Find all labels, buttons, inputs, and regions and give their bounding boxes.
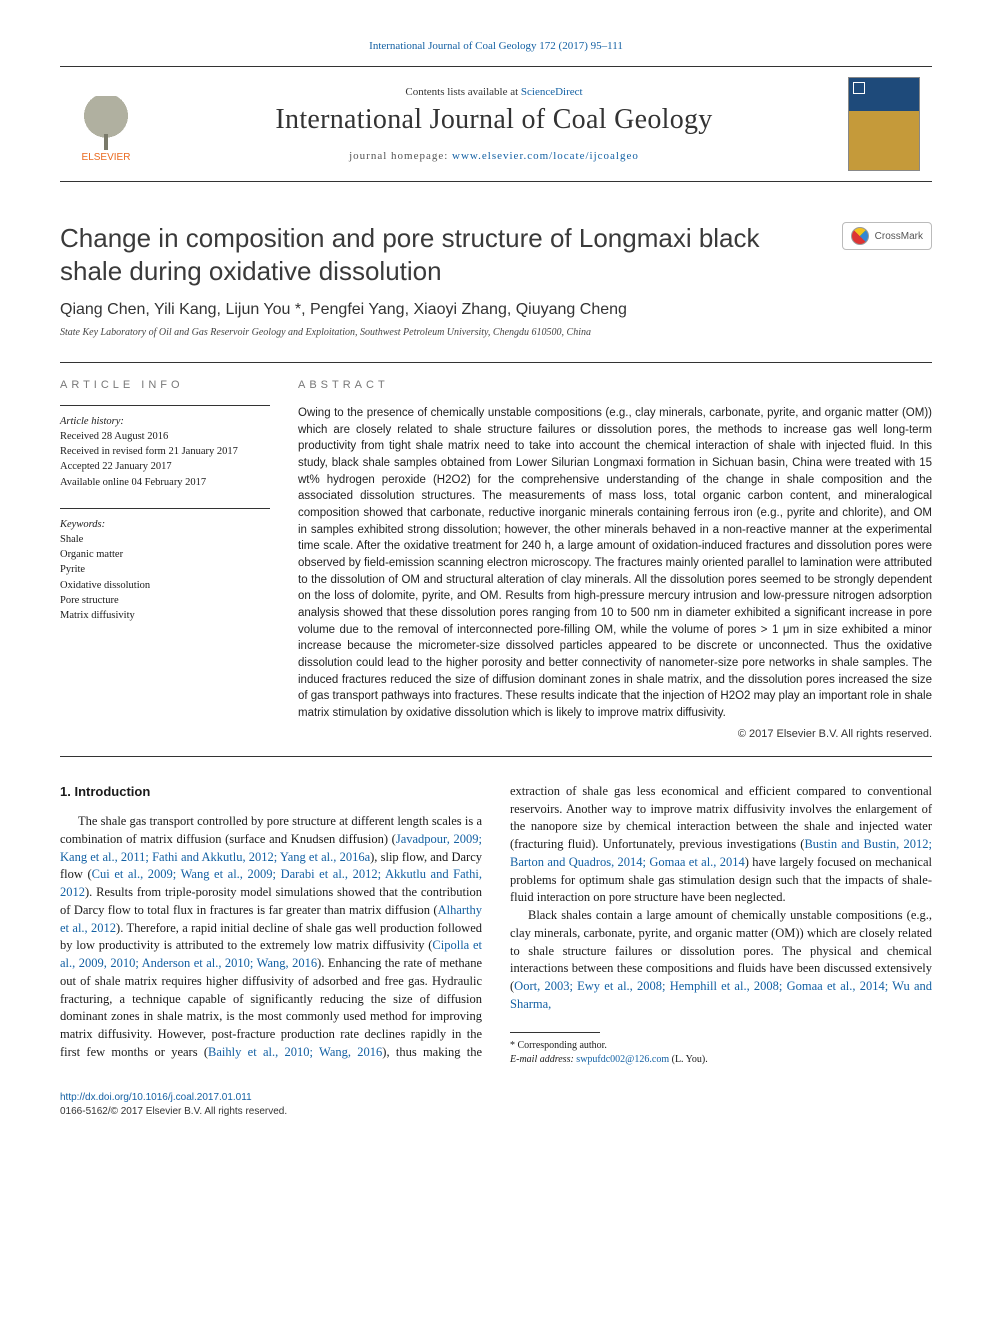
authors-text: Qiang Chen, Yili Kang, Lijun You *, Peng…	[60, 301, 627, 318]
keyword: Oxidative dissolution	[60, 578, 270, 593]
abstract-column: ABSTRACT Owing to the presence of chemic…	[298, 362, 932, 756]
history-line: Received 28 August 2016	[60, 429, 270, 444]
history-line: Received in revised form 21 January 2017	[60, 444, 270, 459]
article-info-heading: ARTICLE INFO	[60, 379, 270, 391]
journal-homepage: journal homepage: www.elsevier.com/locat…	[150, 150, 838, 162]
body-text: ). Therefore, a rapid initial decline of…	[60, 921, 482, 953]
issn-copyright: 0166-5162/© 2017 Elsevier B.V. All right…	[60, 1105, 932, 1119]
sciencedirect-link[interactable]: ScienceDirect	[521, 86, 583, 98]
journal-masthead: ELSEVIER Contents lists available at Sci…	[60, 66, 932, 182]
journal-title: International Journal of Coal Geology	[150, 104, 838, 136]
journal-homepage-link[interactable]: www.elsevier.com/locate/ijcoalgeo	[452, 150, 639, 162]
citation-link[interactable]: Baihly et al., 2010; Wang, 2016	[208, 1045, 382, 1059]
keyword: Shale	[60, 532, 270, 547]
article-info-column: ARTICLE INFO Article history: Received 2…	[60, 362, 270, 756]
crossmark-badge[interactable]: CrossMark	[842, 222, 932, 250]
article-title: Change in composition and pore structure…	[60, 222, 822, 287]
homepage-prefix: journal homepage:	[349, 150, 452, 162]
crossmark-label: CrossMark	[875, 231, 923, 242]
affiliation: State Key Laboratory of Oil and Gas Rese…	[60, 327, 932, 338]
doi-link[interactable]: http://dx.doi.org/10.1016/j.coal.2017.01…	[60, 1092, 252, 1103]
footnote-separator	[510, 1032, 600, 1033]
contents-line: Contents lists available at ScienceDirec…	[150, 86, 838, 98]
publisher-label: ELSEVIER	[82, 152, 131, 163]
email-label: E-mail address:	[510, 1054, 574, 1065]
keyword: Pyrite	[60, 562, 270, 577]
keywords-label: Keywords:	[60, 519, 270, 530]
author-list: Qiang Chen, Yili Kang, Lijun You *, Peng…	[60, 301, 932, 319]
abstract-text: Owing to the presence of chemically unst…	[298, 405, 932, 722]
masthead-center: Contents lists available at ScienceDirec…	[140, 86, 848, 162]
history-label: Article history:	[60, 416, 270, 427]
keyword: Organic matter	[60, 547, 270, 562]
corresponding-email-link[interactable]: swpufdc002@126.com	[576, 1054, 669, 1065]
page-footer: http://dx.doi.org/10.1016/j.coal.2017.01…	[60, 1091, 932, 1119]
history-line: Available online 04 February 2017	[60, 475, 270, 490]
abstract-heading: ABSTRACT	[298, 379, 932, 391]
history-line: Accepted 22 January 2017	[60, 459, 270, 474]
body-text: ). Results from triple-porosity model si…	[60, 885, 482, 917]
citation-link[interactable]: Oort, 2003; Ewy et al., 2008; Hemphill e…	[510, 979, 932, 1011]
journal-cover-thumbnail	[848, 77, 920, 171]
body-paragraph: Black shales contain a large amount of c…	[510, 907, 932, 1014]
abstract-copyright: © 2017 Elsevier B.V. All rights reserved…	[298, 728, 932, 740]
keyword: Matrix diffusivity	[60, 608, 270, 623]
article-history-block: Article history: Received 28 August 2016…	[60, 416, 270, 490]
keywords-block: Keywords: Shale Organic matter Pyrite Ox…	[60, 519, 270, 623]
elsevier-tree-icon	[79, 96, 133, 152]
crossmark-icon	[851, 227, 869, 245]
contents-prefix: Contents lists available at	[405, 86, 520, 98]
keyword: Pore structure	[60, 593, 270, 608]
corresponding-author-footnote: * Corresponding author. E-mail address: …	[510, 1039, 932, 1067]
article-body: 1. Introduction The shale gas transport …	[60, 783, 932, 1067]
journal-reference[interactable]: International Journal of Coal Geology 17…	[60, 40, 932, 52]
elsevier-logo: ELSEVIER	[72, 85, 140, 163]
corresponding-label: * Corresponding author.	[510, 1039, 932, 1053]
section-heading: 1. Introduction	[60, 783, 482, 801]
email-name: (L. You).	[672, 1054, 708, 1065]
